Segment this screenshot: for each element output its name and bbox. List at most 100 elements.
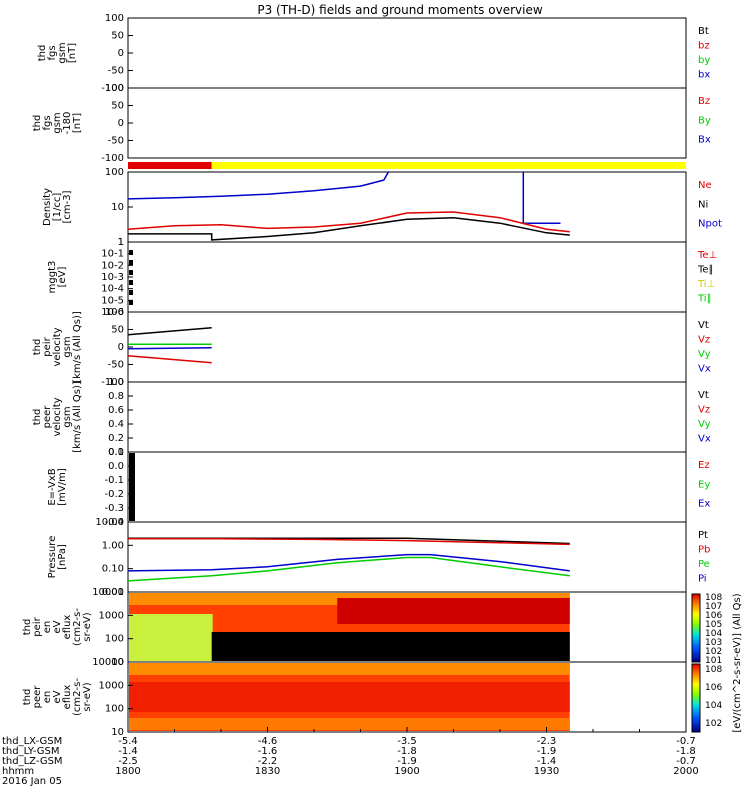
y-tick-label: 0.4 [108,419,124,430]
y-tick-label: 0 [118,48,124,59]
legend-entry: Ti∥ [697,294,712,305]
data-series [127,346,212,350]
y-axis-label: sr-eV) [82,612,93,641]
legend-entry: Pb [698,545,710,556]
y-tick-label: -50 [108,360,124,371]
panel-peir_velocity: 100 50 0 -50 -100 thd peir velocity gsm [km/s (Al… [32,307,711,388]
y-axis-label: [1/cc] [52,193,63,222]
spectrogram-low-band [129,718,570,730]
legend-entry: Vz [698,405,710,416]
y-axis-label: [cm-3] [62,190,73,223]
y-axis-label: Density [42,188,53,226]
colorbar-tick: 102 [705,647,722,657]
x-axis-row-value: -1.8 [397,746,417,757]
data-series [127,556,570,582]
x-axis-row-value: -1.9 [397,756,417,767]
y-axis-label: [km/s (All Qs)] [72,311,83,383]
legend-entry: Ey [698,479,710,490]
y-axis-label: Pressure [47,536,58,579]
x-axis-row-value: -1.4 [537,756,557,767]
legend-entry: Bt [698,26,709,37]
legend-entry: Vz [698,335,710,346]
mode-segment [128,162,212,169]
x-axis-date: 2016 Jan 05 [2,776,62,787]
y-tick-label: 50 [111,325,124,336]
y-tick-label: 10-6 [101,307,124,318]
y-axis-label: (cm2-s- [72,678,83,716]
legend-entry: Te⊥ [697,250,717,261]
legend-entry: Pe [698,559,710,570]
y-axis-label: peer [32,685,43,709]
y-tick-label: 0.10 [102,564,124,575]
y-tick-label: 0.0 [108,447,124,458]
legend-entry: Ex [698,499,710,510]
legend-entry: Vt [698,320,709,331]
y-tick-label: 0.8 [108,391,124,402]
y-axis-label: thd [32,339,43,356]
panel-fgs_gsm: 100 50 0 -50 -100 thd fgs gsm [nT] Bt bz by bx [37,13,710,94]
y-axis-label: fgs [47,45,58,60]
x-axis-row-value: -5.4 [118,736,138,747]
y-tick-label: 0 [118,342,124,353]
panel-frame [127,241,687,313]
y-tick-label: 10.00 [95,517,124,528]
y-axis-label: thd [32,409,43,426]
efield-data-bar [129,453,135,521]
legend-entry: Ni [698,199,708,210]
y-axis-label: en [42,691,53,704]
y-tick-label: 10-1 [101,249,124,260]
panel-frame [127,17,687,89]
x-axis-row-value: -1.8 [676,746,696,757]
x-axis-row-value: -1.4 [118,746,138,757]
legend-entry: Pi [698,574,707,585]
panel-frame [127,311,687,383]
y-axis-label: sr-eV) [82,682,93,711]
legend-entry: by [698,55,710,66]
panel-pressure: 10.00 1.00 0.10 0.01 Pressure [nPa] Pt Pb Pe Pi [47,517,710,598]
legend-entry: Te∥ [697,265,714,276]
x-axis-row-value: -0.7 [676,756,696,767]
x-axis-row-value: -2.2 [258,756,278,767]
spectrogram-mid-band [129,682,570,712]
x-axis-row-value: -3.5 [397,736,417,747]
colorbar-tick: 101 [705,656,722,666]
y-tick-label: 0 [118,118,124,129]
x-axis-row-value: -2.3 [537,736,557,747]
panel-temperature: 110-110-210-310-410-510-6 mggt3 [eV] Te⊥ Te∥… [47,237,717,318]
chart-title: P3 (TH-D) fields and ground moments over… [257,3,542,17]
y-tick-label: 100 [105,634,124,645]
y-axis-label: velocity [52,327,63,366]
y-axis-label: thd [32,115,43,132]
y-axis-label: thd [22,689,33,706]
legend-entry: Vx [698,434,711,445]
y-tick-label: 0.2 [108,433,124,444]
y-tick-label: 10 [111,657,124,668]
y-tick-label: 1000 [99,680,124,691]
y-axis-label: [km/s (All Qs)] [72,381,83,453]
y-tick-label: 10-4 [101,284,124,295]
legend-entry: Ne [698,180,712,191]
temperature-marker [129,290,133,295]
temperature-marker [129,280,133,285]
y-axis-label: peer [42,405,53,429]
x-axis-row-value: -1.6 [258,746,278,757]
y-tick-label: -50 [108,66,124,77]
panel-peir_spectrogram: 10000 1000 100 10 thd peir en eV eflux (cm2-s-sr-… [22,587,687,668]
x-axis-row-value: 1800 [115,766,140,777]
legend-entry: Pt [698,530,708,541]
y-tick-label: 10 [111,202,124,213]
colorbar-tick: 106 [705,611,722,621]
legend-entry: bx [698,70,710,81]
legend-entry: Bx [698,135,711,146]
y-tick-label: 100 [105,13,124,24]
y-axis-label: gsm [57,42,68,63]
x-axis-row-value: 1900 [394,766,419,777]
y-axis-label: E=-VxB [47,468,58,505]
y-axis-label: [mV/m] [57,468,68,506]
y-axis-label: gsm [52,112,63,133]
data-series [128,538,570,546]
y-axis-label: eV [52,690,63,703]
y-tick-label: 0.0 [108,461,124,472]
